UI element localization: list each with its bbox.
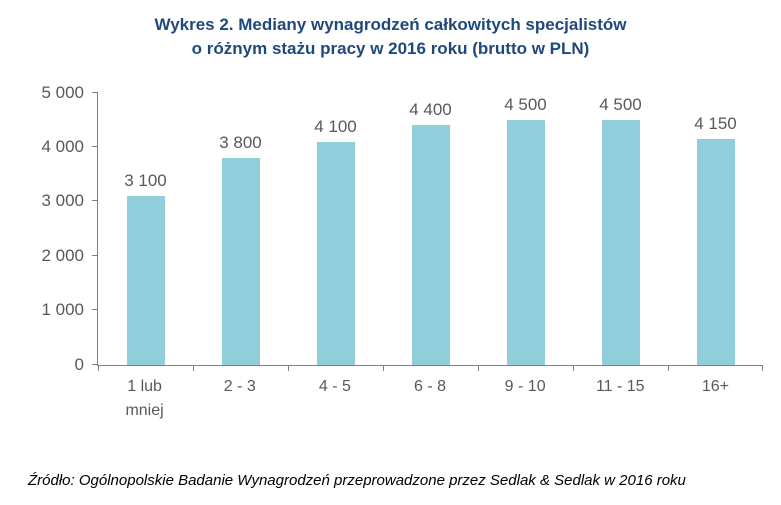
chart-title-line2: o różnym stażu pracy w 2016 roku (brutto… (191, 38, 590, 58)
x-tick-mark (573, 364, 574, 371)
y-tick-mark (92, 309, 98, 311)
x-axis-category-label: 2 - 3 (223, 377, 256, 395)
x-axis-category-label: 9 - 10 (504, 377, 546, 395)
bar-column: 3 800 (193, 93, 288, 365)
x-axis-category-label: 1 lub mniej (125, 377, 164, 419)
bar-column: 4 100 (288, 93, 383, 365)
y-tick-mark (92, 200, 98, 202)
plot-column: 3 100 3 800 4 100 4 400 4 500 4 500 4 150 1 lu… (92, 91, 763, 423)
bar-value-label: 4 100 (314, 116, 357, 136)
bar-column: 4 400 (383, 93, 478, 365)
bar-value-label: 3 100 (124, 170, 167, 190)
bar (601, 119, 640, 365)
x-tick-mark (762, 364, 763, 371)
source-note: Źródło: Ogólnopolskie Badanie Wynagrodze… (28, 472, 686, 489)
bar-chart: 0 1 000 2 000 3 000 4 000 5 000 3 100 3 800 4 1… (20, 83, 763, 423)
bar-value-label: 4 400 (409, 100, 452, 120)
y-tick-mark (92, 146, 98, 147)
x-axis-category-label: 16+ (701, 377, 729, 395)
bar (221, 157, 260, 365)
bar (126, 195, 165, 365)
y-tick-mark (92, 254, 98, 256)
y-tick-label: 0 (74, 354, 84, 374)
plot-area: 3 100 3 800 4 100 4 400 4 500 4 500 4 150 (92, 91, 763, 371)
x-axis-category-label: 6 - 8 (413, 377, 446, 395)
bar-column: 4 500 (478, 93, 573, 365)
bar-value-label: 4 500 (599, 94, 642, 114)
bar-value-label: 4 150 (694, 113, 737, 133)
chart-title: Wykres 2. Mediany wynagrodzeń całkowityc… (0, 0, 781, 61)
y-tick-label: 4 000 (41, 137, 84, 156)
y-tick-mark (92, 363, 98, 365)
x-tick-mark (98, 364, 99, 371)
x-tick-mark (668, 364, 669, 371)
bar-value-label: 4 500 (504, 94, 547, 114)
x-tick-mark (383, 364, 384, 371)
x-tick-mark (477, 364, 479, 371)
bars-container: 3 100 3 800 4 100 4 400 4 500 4 500 4 150 (98, 93, 763, 365)
chart-title-line1: Wykres 2. Mediany wynagrodzeń całkowityc… (154, 15, 627, 34)
x-axis-labels: 1 lub mniej 2 - 3 4 - 5 6 - 8 9 - 10 11 - 15 1… (97, 366, 763, 423)
x-axis-category-label: 11 - 15 (595, 377, 645, 395)
bar (506, 119, 545, 365)
y-tick-label: 5 000 (41, 82, 84, 102)
bar-column: 4 500 (573, 93, 668, 365)
x-tick-mark (287, 364, 289, 371)
y-axis: 0 1 000 2 000 3 000 4 000 5 000 (20, 83, 88, 374)
x-axis-category-label: 4 - 5 (318, 377, 351, 395)
bar-column: 4 150 (668, 93, 763, 365)
y-tick-mark (92, 91, 98, 93)
x-tick-mark (192, 364, 194, 371)
bar (316, 141, 355, 365)
bar-value-label: 3 800 (219, 132, 262, 152)
bar (696, 138, 735, 365)
y-tick-label: 1 000 (41, 300, 84, 320)
bar-column: 3 100 (98, 93, 193, 365)
y-tick-label: 2 000 (41, 245, 84, 265)
y-tick-label: 3 000 (41, 191, 84, 211)
bar (411, 125, 450, 365)
